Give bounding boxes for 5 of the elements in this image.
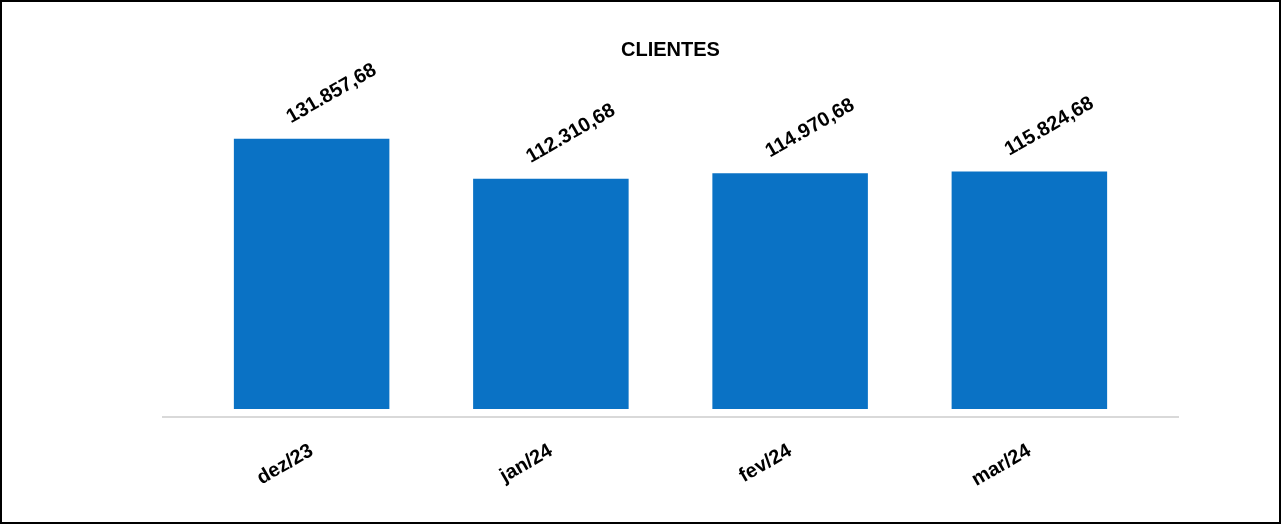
chart-title: CLIENTES [621, 37, 720, 60]
bar [951, 171, 1108, 409]
bar [712, 173, 868, 409]
bar [233, 138, 390, 409]
bar [473, 178, 629, 409]
